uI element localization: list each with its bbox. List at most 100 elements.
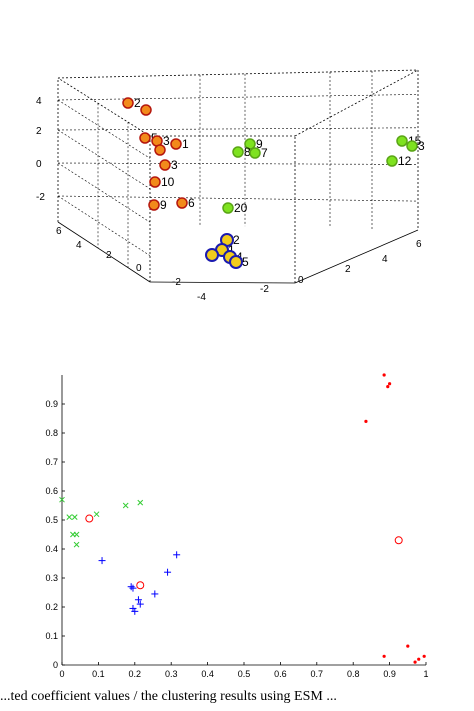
data-point-x (73, 531, 80, 538)
x-tick-label: 0.7 (311, 669, 324, 679)
y-tick-label: 2 (106, 250, 112, 261)
y-tick-label: 0.6 (45, 486, 58, 496)
data-point-dot (422, 654, 426, 658)
chart-3d-scatter: 420-26420-2-4-20246253131096987201531221… (36, 69, 425, 303)
data-point (140, 104, 152, 116)
point-label: 3 (418, 139, 425, 153)
grid-line (57, 162, 419, 165)
x-tick-label: 4 (382, 254, 388, 265)
data-point (222, 202, 234, 214)
marker-stroke (71, 514, 78, 520)
y-tick-label: 0 (136, 263, 142, 274)
data-point-dot (417, 657, 421, 661)
marker-stroke (66, 514, 73, 520)
grid-line (57, 195, 419, 202)
data-point (249, 147, 261, 159)
grid-line (57, 69, 419, 79)
data-point-x (137, 499, 144, 506)
data-point-x (122, 502, 129, 509)
data-point (139, 132, 151, 144)
data-point-dot (382, 373, 386, 377)
z-tick-label: 2 (36, 126, 42, 137)
data-point-dot (406, 644, 410, 648)
data-point-dot (388, 382, 392, 386)
x-tick-label: 0.9 (383, 669, 396, 679)
point-label: 2 (134, 96, 141, 110)
point-label: 10 (161, 175, 175, 189)
y-tick-label: 0 (53, 660, 58, 670)
x-tick-label: 2 (345, 264, 351, 275)
z-tick-label: -2 (36, 192, 45, 203)
axis-line (149, 281, 296, 284)
data-point-plus (98, 557, 106, 565)
y-tick-label: 0.7 (45, 457, 58, 467)
data-point-dot (382, 654, 386, 658)
y-tick-label: 0.8 (45, 428, 58, 438)
data-point (406, 140, 418, 152)
data-point-plus (164, 568, 172, 576)
point-label: 2 (233, 233, 240, 247)
x-tick-label: 0.4 (201, 669, 214, 679)
marker-stroke (122, 502, 129, 509)
data-point-x (66, 514, 73, 520)
data-point (386, 155, 398, 167)
data-point (205, 248, 219, 262)
data-point (244, 138, 256, 150)
y-tick-label: 4 (76, 240, 82, 251)
marker-stroke (73, 541, 80, 548)
data-point-circle (394, 536, 403, 545)
point-label: 7 (261, 146, 268, 160)
point-label: 9 (160, 198, 167, 212)
data-point-x (73, 541, 80, 548)
y-tick-label: 0.5 (45, 515, 58, 525)
y-tick-label: 0.1 (45, 631, 58, 641)
y-tick-label: -4 (197, 292, 206, 303)
data-point-dot (364, 419, 368, 423)
point-label: 1 (228, 243, 235, 257)
data-point (149, 176, 161, 188)
y-tick-label: -2 (172, 277, 181, 288)
point-label: 12 (398, 154, 412, 168)
data-point-plus (129, 604, 137, 612)
grid-line (57, 127, 419, 131)
point-label: 20 (234, 201, 248, 215)
z-tick-label: 4 (36, 96, 42, 107)
data-point (154, 144, 166, 156)
grid-line (57, 94, 419, 101)
grid-line (294, 69, 419, 137)
data-point-plus (127, 583, 135, 591)
marker-stroke (137, 499, 144, 506)
marker-stroke (59, 496, 65, 503)
y-tick-label: 6 (56, 226, 62, 237)
data-point (170, 138, 182, 150)
axis-line (57, 221, 151, 283)
y-tick-label: 0.2 (45, 602, 58, 612)
point-label: 3 (171, 158, 178, 172)
data-point-dot (413, 660, 417, 664)
x-tick-label: 0.5 (238, 669, 251, 679)
data-point (229, 255, 243, 269)
y-tick-label: 0.3 (45, 573, 58, 583)
figure-caption: ...ted coefficient values / the clusteri… (0, 689, 337, 704)
data-point-plus (173, 551, 181, 559)
data-point (232, 146, 244, 158)
x-tick-label: 0 (59, 669, 64, 679)
point-label: 3 (163, 134, 170, 148)
chart-2d-scatter: 0 0.1 0.2 0.3 0.4 0.5 0.6 0.7 0.8 0.9 1 0 0.1 0.2 0.3 0… (45, 373, 429, 679)
data-point (148, 199, 160, 211)
marker-stroke (93, 511, 100, 518)
y-tick-label: 0.9 (45, 399, 58, 409)
point-label: 8 (244, 145, 251, 159)
point-label: 9 (256, 137, 263, 151)
data-point-plus (131, 607, 139, 615)
axis-line (294, 229, 419, 284)
data-point-x (93, 511, 100, 518)
data-point-dot (386, 385, 390, 389)
grid-line (57, 129, 151, 189)
data-point-circle (85, 514, 94, 523)
y-tick-label: 0.4 (45, 544, 58, 554)
grid-line (57, 195, 151, 256)
data-point (176, 197, 188, 209)
x-tick-label: -2 (260, 284, 269, 295)
